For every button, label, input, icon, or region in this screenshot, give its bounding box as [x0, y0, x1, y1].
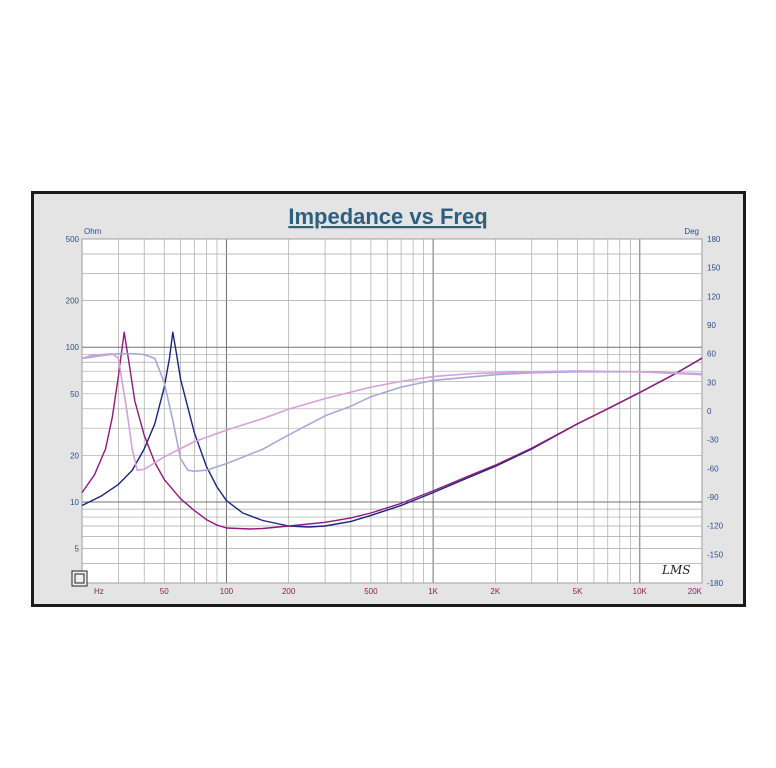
y-tick-label: 10 [70, 498, 79, 507]
x-tick-label: 10K [633, 587, 648, 596]
x-tick-label: 100 [220, 587, 234, 596]
y2-tick-label: 120 [707, 292, 721, 301]
y-tick-label: 50 [70, 390, 79, 399]
lms-logo: LMS [661, 563, 690, 577]
x-tick-label: 20K [688, 587, 703, 596]
x-tick-label: 200 [282, 587, 296, 596]
y2-tick-label: -120 [707, 522, 724, 531]
series-line-1 [81, 331, 703, 528]
left-axis-unit: Ohm [84, 227, 102, 236]
x-tick-label: Hz [94, 587, 104, 596]
chart-frame: 500 200 100 50 20 10 5 180 150 120 90 60 30 0 -30 -60 -9… [31, 191, 746, 607]
y2-tick-label: 60 [707, 350, 716, 359]
plot-background [81, 238, 703, 584]
corner-icon [71, 570, 88, 587]
x-tick-label: 2K [490, 587, 500, 596]
y2-tick-label: -60 [707, 464, 719, 473]
y2-tick-label: -180 [707, 579, 724, 588]
curves [81, 331, 703, 530]
x-tick-label: 50 [160, 587, 169, 596]
axis-labels: 500 200 100 50 20 10 5 180 150 120 90 60 30 0 -30 -60 -9… [66, 235, 724, 596]
x-tick-label: 5K [573, 587, 583, 596]
x-tick-label: 500 [364, 587, 378, 596]
y-tick-label: 5 [75, 545, 80, 554]
y-tick-label: 20 [70, 451, 79, 460]
y2-tick-label: 30 [707, 378, 716, 387]
y2-tick-label: -150 [707, 550, 724, 559]
chart-title: Impedance vs Freq [288, 204, 487, 229]
x-tick-label: 1K [428, 587, 438, 596]
y2-tick-label: 90 [707, 321, 716, 330]
y-tick-label: 200 [66, 297, 80, 306]
series-line-4 [81, 352, 703, 472]
y2-tick-label: 0 [707, 407, 712, 416]
y2-tick-label: -30 [707, 436, 719, 445]
y2-tick-label: 180 [707, 235, 721, 244]
y2-tick-label: 150 [707, 264, 721, 273]
impedance-chart: 500 200 100 50 20 10 5 180 150 120 90 60 30 0 -30 -60 -9… [66, 204, 724, 596]
y-tick-label: 500 [66, 235, 80, 244]
y-tick-label: 100 [66, 343, 80, 352]
right-axis-unit: Deg [684, 227, 699, 236]
y2-tick-label: -90 [707, 493, 719, 502]
series-line-2 [81, 331, 703, 530]
grid [81, 238, 703, 584]
series-line-3 [81, 352, 703, 473]
